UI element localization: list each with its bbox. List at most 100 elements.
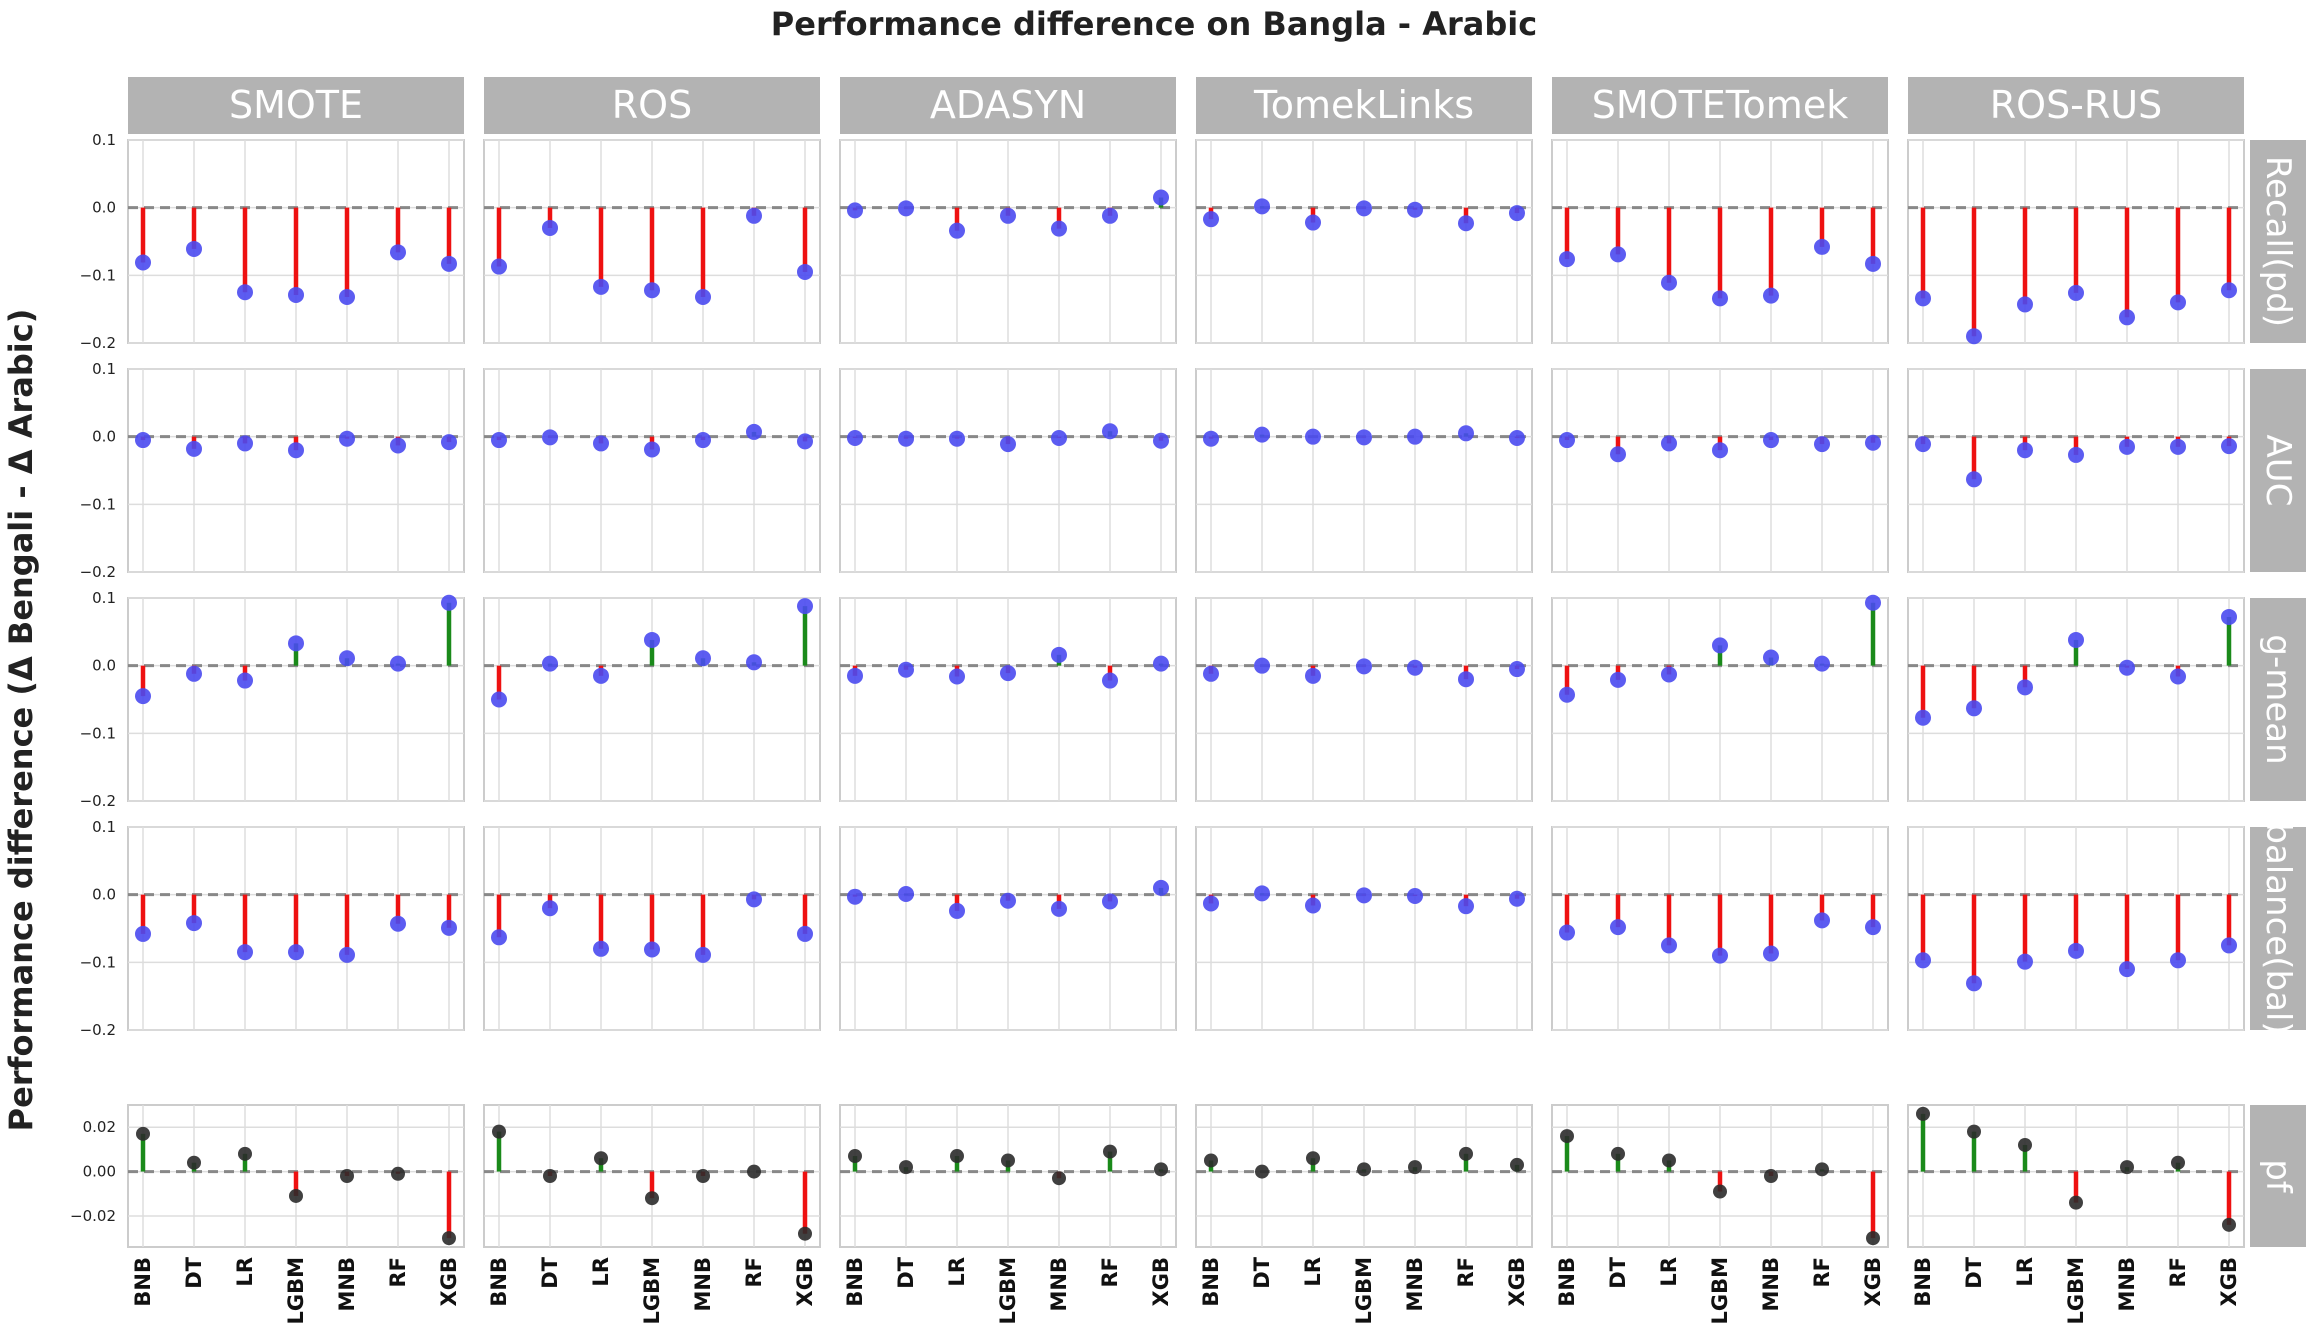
lollipop-marker [1203, 430, 1219, 447]
lollipop-marker [1102, 672, 1118, 689]
lollipop-marker [1611, 1146, 1625, 1161]
lollipop-marker [1815, 1162, 1829, 1177]
lollipop-marker [1915, 436, 1931, 453]
panel-ros-rus-recallpd [1907, 139, 2245, 345]
panel-adasyn-balancebal [839, 826, 1177, 1031]
lollipop-marker [949, 222, 965, 239]
x-tick-label: LR [945, 1257, 969, 1287]
lollipop-marker [1712, 947, 1728, 964]
lollipop-marker [1560, 1129, 1574, 1144]
lollipop-marker [1407, 201, 1423, 218]
lollipop-marker [135, 432, 151, 449]
lollipop-marker [492, 1124, 506, 1139]
lollipop-marker [1865, 434, 1881, 451]
lollipop-marker [593, 435, 609, 452]
lollipop-marker [1712, 290, 1728, 307]
lollipop-marker [2068, 284, 2084, 301]
lollipop-marker [1610, 919, 1626, 936]
lollipop-marker [1865, 255, 1881, 272]
column-header-bg [484, 77, 820, 134]
lollipop-marker [1966, 471, 1982, 488]
x-tick-label: LR [589, 1257, 613, 1287]
x-tick-label: RF [386, 1257, 410, 1288]
panel-tomeklinks-auc [1195, 368, 1533, 573]
lollipop-marker [1356, 200, 1372, 217]
y-tick-label: 0.0 [92, 199, 116, 217]
lollipop-marker [1305, 428, 1321, 445]
y-tick-label: 0.1 [92, 360, 116, 378]
panel-tomeklinks-gmean [1195, 597, 1533, 802]
lollipop-marker [390, 437, 406, 454]
lollipop-marker [2119, 961, 2135, 978]
lollipop-marker [1764, 1169, 1778, 1183]
lollipop-marker [2018, 1137, 2032, 1152]
x-tick-label: MNB [335, 1257, 359, 1311]
panel-smote-gmean: 0.1 0.0 −0.1 −0.2 [80, 589, 465, 810]
x-tick-label: BNB [1911, 1257, 1935, 1307]
panel-tomeklinks-pf: BNB DT LR LGBM MNB RF XGB [1195, 1104, 1533, 1325]
x-tick-label: LR [1301, 1257, 1325, 1287]
column-header-smote: SMOTE [229, 83, 363, 127]
lollipop-marker [491, 432, 507, 449]
x-tick-label: DT [182, 1256, 206, 1288]
lollipop-marker [2068, 446, 2084, 463]
lollipop-marker [1356, 658, 1372, 675]
lollipop-marker [1408, 1160, 1422, 1175]
lollipop-marker [1052, 1171, 1066, 1186]
lollipop-marker [238, 1146, 252, 1161]
lollipop-marker [1966, 975, 1982, 992]
chart-title: Performance difference on Bangla - Arabi… [771, 5, 1537, 43]
lollipop-marker [949, 668, 965, 685]
lollipop-marker [847, 888, 863, 905]
lollipop-marker [1203, 665, 1219, 682]
lollipop-marker [1102, 893, 1118, 910]
panel-ros-rus-pf: BNB DT LR LGBM MNB RF XGB [1907, 1104, 2245, 1325]
lollipop-marker [391, 1166, 405, 1181]
panel-smote-recallpd: 0.1 0.0 −0.1 −0.2 [80, 131, 465, 352]
y-tick-label: 0.0 [92, 657, 116, 675]
lollipop-marker [2017, 953, 2033, 970]
lollipop-marker [136, 1126, 150, 1141]
y-tick-label: −0.2 [80, 563, 116, 581]
lollipop-marker [1763, 945, 1779, 962]
panel-smotetomek-balancebal [1551, 826, 1889, 1031]
lollipop-marker [491, 929, 507, 946]
lollipop-marker [1712, 442, 1728, 459]
row-header-pf: pf [2258, 1159, 2298, 1194]
y-tick-label: 0.1 [92, 818, 116, 836]
lollipop-marker [1814, 655, 1830, 672]
panel-ros-recallpd [483, 139, 821, 344]
lollipop-marker [949, 902, 965, 919]
lollipop-marker [542, 429, 558, 446]
panel-tomeklinks-recallpd [1195, 139, 1533, 344]
lollipop-marker [1916, 1106, 1930, 1121]
lollipop-marker [1407, 659, 1423, 676]
lollipop-marker [949, 430, 965, 447]
lollipop-marker [1915, 709, 1931, 726]
column-header-ros-rus: ROS-RUS [1990, 83, 2162, 127]
lollipop-marker [1458, 425, 1474, 442]
lollipop-marker [1661, 435, 1677, 452]
y-tick-label: −0.2 [80, 792, 116, 810]
lollipop-marker [644, 941, 660, 958]
y-tick-label: 0.0 [92, 428, 116, 446]
lollipop-marker [695, 650, 711, 667]
lollipop-marker [186, 915, 202, 932]
lollipop-marker [1356, 887, 1372, 904]
lollipop-marker [2068, 942, 2084, 959]
lollipop-marker [797, 598, 813, 615]
x-tick-label: RF [742, 1257, 766, 1288]
lollipop-marker [1153, 432, 1169, 449]
lollipop-marker [2221, 438, 2237, 455]
lollipop-marker [390, 915, 406, 932]
lollipop-marker [644, 441, 660, 458]
lollipop-marker [1407, 888, 1423, 905]
lollipop-marker [594, 1151, 608, 1166]
lollipop-marker [135, 688, 151, 705]
lollipop-marker [542, 219, 558, 236]
lollipop-marker [1305, 214, 1321, 231]
lollipop-marker [644, 282, 660, 299]
lollipop-marker [1559, 686, 1575, 703]
lollipop-marker [1966, 700, 1982, 717]
lollipop-marker [1763, 287, 1779, 304]
